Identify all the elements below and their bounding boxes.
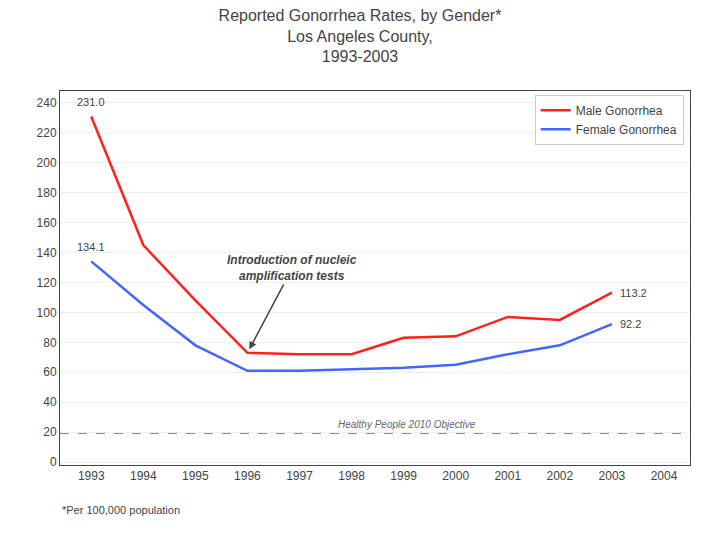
svg-text:180: 180 <box>37 186 57 200</box>
svg-text:160: 160 <box>37 216 57 230</box>
svg-text:40: 40 <box>43 395 57 409</box>
svg-text:Healthy People 2010 Objective: Healthy People 2010 Objective <box>338 419 476 430</box>
svg-text:1996: 1996 <box>234 469 261 483</box>
svg-text:92.2: 92.2 <box>620 318 641 330</box>
svg-text:113.2: 113.2 <box>620 287 647 299</box>
svg-text:Introduction of nucleicamplifi: Introduction of nucleicamplification tes… <box>227 253 357 283</box>
svg-text:134.1: 134.1 <box>77 241 105 253</box>
svg-text:120: 120 <box>37 276 57 290</box>
svg-text:80: 80 <box>43 336 57 350</box>
svg-text:1998: 1998 <box>338 469 365 483</box>
svg-text:0: 0 <box>50 455 57 469</box>
svg-text:1997: 1997 <box>286 469 313 483</box>
svg-text:240: 240 <box>37 96 57 110</box>
svg-text:2003: 2003 <box>599 469 626 483</box>
svg-text:100: 100 <box>37 306 57 320</box>
svg-text:2000: 2000 <box>442 469 469 483</box>
svg-text:*Per 100,000 population: *Per 100,000 population <box>62 504 180 516</box>
svg-text:Female Gonorrhea: Female Gonorrhea <box>576 123 677 137</box>
svg-text:140: 140 <box>37 246 57 260</box>
svg-text:2004: 2004 <box>651 469 678 483</box>
svg-text:Male Gonorrhea: Male Gonorrhea <box>576 104 663 118</box>
svg-text:2002: 2002 <box>546 469 573 483</box>
svg-text:1994: 1994 <box>130 469 157 483</box>
svg-text:220: 220 <box>37 126 57 140</box>
svg-text:60: 60 <box>43 365 57 379</box>
svg-text:200: 200 <box>37 156 57 170</box>
svg-text:1999: 1999 <box>390 469 417 483</box>
svg-text:1995: 1995 <box>182 469 209 483</box>
svg-text:231.0: 231.0 <box>77 96 105 108</box>
svg-text:Reported Gonorrhea Rates, by G: Reported Gonorrhea Rates, by Gender*Los … <box>219 7 502 66</box>
svg-text:1993: 1993 <box>78 469 105 483</box>
svg-text:20: 20 <box>43 425 57 439</box>
svg-text:2001: 2001 <box>494 469 521 483</box>
